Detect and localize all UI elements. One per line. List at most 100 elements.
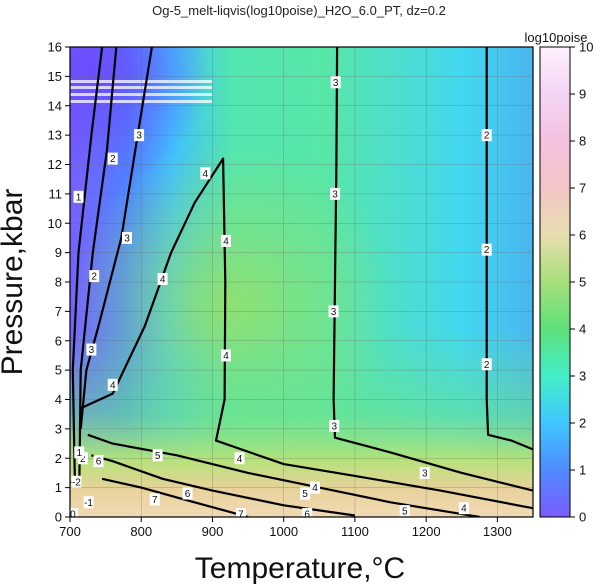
contour-label-box	[220, 234, 231, 247]
contour-label-box	[107, 378, 118, 391]
contour-label-box	[234, 452, 245, 465]
y-tick-label: 10	[48, 216, 62, 231]
y-tick-label: 3	[55, 421, 62, 436]
contour-label: 5	[302, 489, 308, 500]
colorbar: log10poise 0 1 2 3 4 5 6 7 8 9 10	[525, 30, 594, 525]
contour-label: 4	[110, 380, 116, 391]
x-axis-label: Temperature,°C	[195, 552, 405, 585]
contour-label-box	[329, 419, 340, 432]
contour-label: 3	[422, 468, 428, 479]
y-tick-label: 11	[49, 186, 63, 201]
contour-label-box	[157, 273, 168, 286]
contour-label-box	[481, 243, 492, 256]
x-tick-label: 1300	[483, 524, 512, 539]
y-tick-label: 13	[48, 128, 62, 143]
y-tick-label: 2	[55, 451, 62, 466]
contour-label: 2	[484, 245, 490, 256]
contour-label-box	[419, 466, 430, 479]
contour-label: 3	[124, 233, 130, 244]
y-tick-label: 7	[55, 304, 62, 319]
contour-line	[485, 47, 533, 451]
contour-label-box	[302, 508, 313, 517]
colorbar-tick-label: 7	[579, 181, 586, 196]
x-tick-label: 1100	[341, 524, 369, 539]
y-tick-label: 5	[55, 363, 62, 378]
contour-label: 4	[160, 275, 166, 286]
contour-line	[78, 47, 118, 488]
contour-label-box	[134, 129, 145, 142]
y-tick-label: 4	[55, 392, 62, 407]
x-tick-label: 700	[59, 524, 81, 539]
contour-label-box	[220, 349, 231, 362]
contour-label: 2	[110, 154, 116, 165]
contour-label-box	[300, 487, 311, 500]
colorbar-tick-label: 5	[579, 275, 586, 290]
contour-label: 7	[238, 510, 244, 521]
contour-label-box	[73, 190, 84, 203]
y-tick-label: 8	[55, 275, 62, 290]
contour-label-box	[71, 475, 82, 488]
colorbar-tick-label: 1	[579, 463, 586, 478]
contour-label-box	[74, 446, 85, 459]
contour-label: 3	[136, 131, 142, 142]
contour-label: 5	[155, 451, 161, 462]
contour-line	[71, 47, 104, 488]
colorbar-tick-label: 0	[579, 510, 586, 525]
contour-line	[91, 454, 356, 517]
contour-label-box	[107, 152, 118, 165]
contour-label: 3	[332, 189, 338, 200]
colorbar-tick-label: 2	[579, 416, 586, 431]
contour-label-box	[399, 505, 410, 517]
y-tick-label: 0	[55, 510, 62, 525]
chart-title: Og-5_melt-liqvis(log10poise)_H2O_6.0_PT,…	[152, 3, 446, 18]
contour-label: 4	[237, 454, 243, 465]
contour-label-box	[481, 129, 492, 142]
contour-line	[87, 433, 480, 517]
x-tick-label: 1200	[412, 524, 441, 539]
y-tick-label: 15	[48, 69, 62, 84]
colorbar-tick-label: 10	[579, 40, 593, 55]
contour-label: -1	[84, 498, 93, 509]
contour-label-box	[93, 455, 104, 468]
colorbar-tick-label: 3	[579, 369, 586, 384]
x-tick-label: 900	[202, 524, 224, 539]
contour-label-box	[328, 305, 339, 318]
colorbar-tick-label: 4	[579, 322, 586, 337]
contour-label: 3	[331, 421, 337, 432]
contour-label: 6	[96, 457, 102, 468]
contour-label-box	[70, 508, 78, 517]
contour-label: 4	[461, 504, 467, 515]
contour-label-box	[182, 487, 193, 500]
contour-label: 6	[304, 510, 310, 521]
contour-label-box	[235, 508, 246, 517]
contour-label-box	[86, 343, 97, 356]
colorbar-tick-label: 8	[579, 134, 586, 149]
contour-label-box	[83, 496, 94, 509]
contour-label-box	[481, 358, 492, 371]
contour-label: 1	[76, 448, 82, 459]
y-tick-label: 9	[55, 245, 62, 260]
colorbar-gradient	[539, 46, 571, 518]
contour-line	[79, 47, 153, 430]
contour-label: 2	[80, 454, 86, 465]
contour-label-box	[329, 187, 340, 200]
x-axis: 700 800 900 1000 1100 1200 1300	[59, 517, 512, 539]
contour-label: -2	[72, 477, 81, 488]
contour-label: 2	[484, 131, 490, 142]
contour-line	[332, 47, 533, 492]
contour-label: 3	[89, 345, 95, 356]
contour-label: 3	[331, 307, 337, 318]
contour-label: 2	[484, 360, 490, 371]
contour-line	[80, 157, 533, 510]
y-tick-label: 6	[55, 333, 62, 348]
grid	[70, 47, 533, 517]
colorbar-tick-label: 9	[579, 87, 586, 102]
x-tick-label: 1000	[269, 524, 298, 539]
y-tick-label: 14	[48, 98, 62, 113]
contour-label: 1	[76, 192, 82, 203]
colorbar-label: log10poise	[525, 30, 588, 45]
contour-label-box	[152, 449, 163, 462]
y-tick-label: 1	[55, 480, 62, 495]
